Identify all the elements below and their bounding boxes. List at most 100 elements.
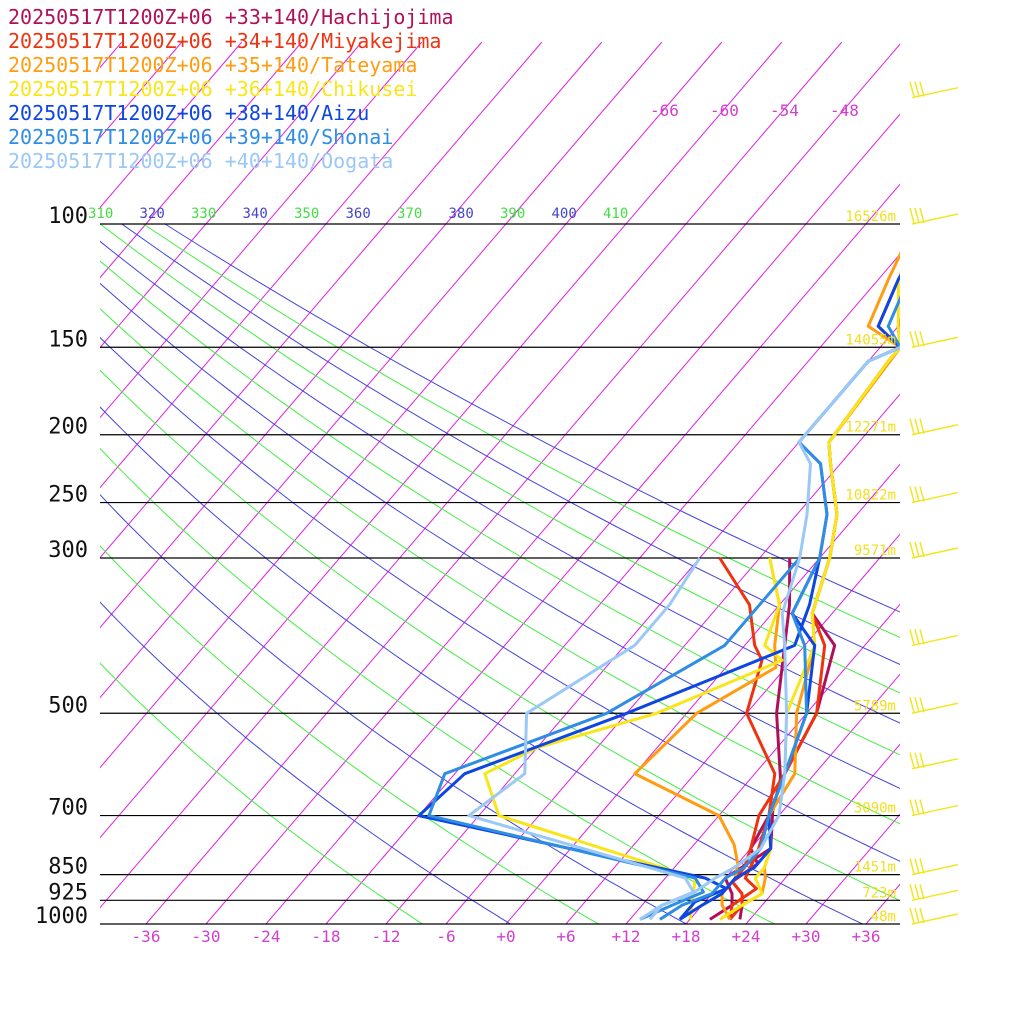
isotherm-line (100, 41, 723, 769)
isotherm-line (745, 743, 900, 924)
theta-e-line (143, 223, 900, 638)
theta-e-label: 340 (243, 206, 268, 222)
series-6-dewpoint-line (467, 557, 701, 921)
x-tick-label: -30 (192, 927, 221, 946)
legend-entry-2: 20250517T1200Z+06 +35+140/Tateyama (8, 53, 417, 77)
isotherm-line (100, 41, 663, 699)
wind-barb-icon (909, 752, 959, 770)
wind-barb-icon (909, 418, 959, 436)
theta-e-line (100, 493, 688, 924)
theta-e-line (100, 336, 900, 862)
x-tick-label: +24 (732, 927, 761, 946)
pressure-label-300: 300 (48, 538, 88, 563)
theta-e-label: 380 (449, 206, 474, 222)
isotherm-line (100, 41, 483, 489)
isotherm-line (325, 253, 900, 924)
upper-isotherm-label: -66 (650, 101, 679, 120)
isotherm-line (685, 673, 900, 924)
wind-barb-icon (909, 331, 959, 348)
upper-isotherm-labels: -66 -60 -54 -48 (650, 101, 859, 120)
isotherm-line (100, 41, 843, 909)
theta-e-line (121, 223, 900, 665)
x-tick-label: -24 (252, 927, 281, 946)
height-label-850: 1451m (854, 860, 896, 876)
pressure-label-850: 850 (48, 855, 88, 880)
theta-e-line (100, 662, 424, 924)
isotherm-line (265, 183, 900, 924)
legend-entry-5: 20250517T1200Z+06 +39+140/Shonai (8, 125, 393, 149)
height-label-250: 10822m (845, 488, 896, 504)
theta-e-line (100, 240, 900, 724)
legend-entry-4: 20250517T1200Z+06 +38+140/Aizu (8, 101, 369, 125)
series-1-dewpoint-line (718, 557, 777, 920)
x-tick-label: +0 (496, 927, 515, 946)
pressure-label-925: 925 (48, 880, 88, 905)
pressure-label-1000: 1000 (35, 904, 88, 929)
sounding-profiles (417, 251, 900, 921)
theta-e-label: 400 (552, 206, 577, 222)
wind-barb-icon (909, 884, 959, 902)
height-label-1000: 48m (871, 909, 896, 925)
theta-e-line (164, 223, 900, 613)
theta-e-label: 360 (346, 206, 371, 222)
theta-e-line (100, 545, 600, 924)
isotherm-line (100, 41, 543, 559)
theta-e-label: 370 (397, 206, 422, 222)
theta-e-label: 390 (500, 206, 525, 222)
height-label-150: 14055m (845, 332, 896, 348)
pressure-label-150: 150 (48, 327, 88, 352)
isotherm-line (805, 813, 900, 924)
x-tick-label: -36 (132, 927, 161, 946)
isotherm-line (205, 113, 900, 924)
isotherm-line (100, 41, 783, 839)
x-tick-label: -12 (372, 927, 401, 946)
legend-entry-3: 20250517T1200Z+06 +36+140/Chikusei (8, 77, 417, 101)
legend-entry-1: 20250517T1200Z+06 +34+140/Miyakejima (8, 29, 441, 53)
x-tick-label: +18 (672, 927, 701, 946)
x-tick-label: +6 (556, 927, 575, 946)
upper-isotherm-label: -54 (770, 101, 799, 120)
isotherm-line (145, 43, 900, 924)
isotherm-line (986, 42, 1024, 924)
isotherm-line (100, 41, 603, 629)
theta-e-line (100, 601, 512, 924)
isotherm-line (926, 42, 1024, 924)
background-lines (100, 41, 1024, 924)
isotherm-line (445, 393, 900, 924)
isotherm-line (100, 41, 303, 279)
wind-barb-icon (909, 799, 959, 817)
theta-e-line (100, 308, 900, 825)
isobars (100, 223, 900, 925)
theta-e-line (100, 447, 776, 924)
height-label-200: 12271m (845, 420, 896, 436)
theta-e-line (100, 369, 900, 902)
height-label-500: 5789m (854, 698, 896, 714)
series-5-dewpoint-line (427, 557, 801, 921)
theta-e-label: 410 (603, 206, 628, 222)
upper-isotherm-label: -48 (830, 101, 859, 120)
wind-barbs (909, 81, 959, 925)
x-tick-label: +36 (852, 927, 881, 946)
wind-barb-icon (909, 907, 959, 925)
theta-e-label: 350 (294, 206, 319, 222)
x-tick-label: +12 (612, 927, 641, 946)
legend: 20250517T1200Z+06 +33+140/Hachijojima202… (8, 5, 454, 173)
legend-entry-0: 20250517T1200Z+06 +33+140/Hachijojima (8, 5, 454, 29)
isotherm-line (385, 323, 900, 924)
height-labels: 16526m 14055m 12271m 10822m 9571m 5789m 3090m 1… (845, 209, 896, 925)
height-label-100: 16526m (845, 209, 896, 225)
isotherm-line (100, 41, 423, 419)
x-tick-label: +30 (792, 927, 821, 946)
theta-e-label: 320 (140, 206, 165, 222)
pressure-label-250: 250 (48, 483, 88, 508)
isotherm-line (565, 533, 900, 924)
theta-e-line (100, 406, 864, 924)
wind-barb-icon (909, 207, 959, 225)
pressure-label-700: 700 (48, 796, 88, 821)
theta-e-label: 330 (191, 206, 216, 222)
wind-barb-icon (909, 697, 959, 715)
wind-barb-icon (909, 541, 959, 559)
isotherm-line (100, 41, 363, 349)
